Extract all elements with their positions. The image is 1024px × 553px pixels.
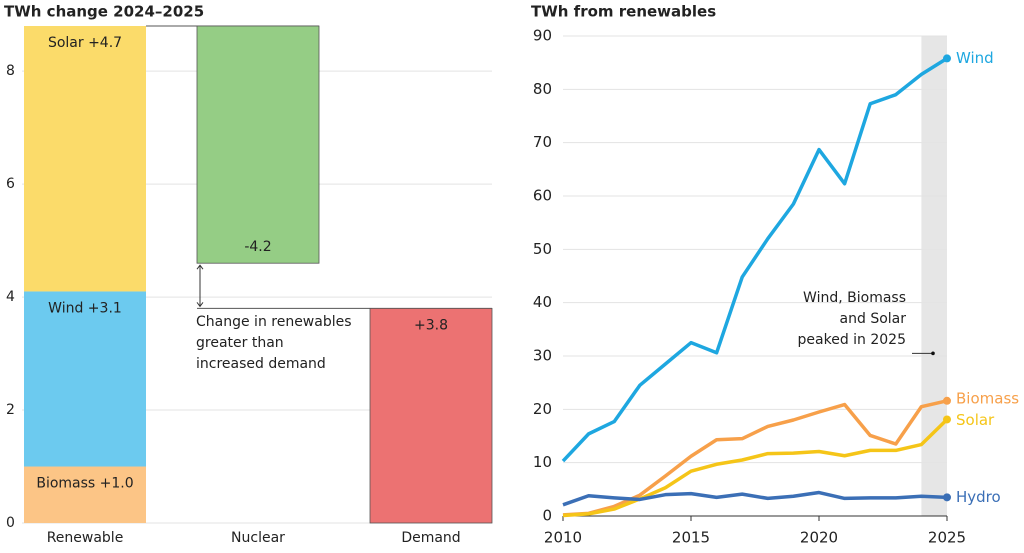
end-dot xyxy=(943,54,951,63)
y-tick-label: 6 xyxy=(6,176,15,192)
line xyxy=(562,399,948,517)
y-tick-label: 60 xyxy=(533,187,552,205)
y-tick-label: 0 xyxy=(6,515,15,531)
y-tick-label: 70 xyxy=(533,133,552,151)
annotation: and Solar xyxy=(840,311,907,327)
y-tick-label: 10 xyxy=(533,453,552,471)
y-tick-label: 30 xyxy=(533,347,552,365)
x-tick-label: 2015 xyxy=(672,529,710,547)
series-label: Solar xyxy=(956,411,995,429)
bar-label: +3.8 xyxy=(414,317,448,333)
end-dot xyxy=(943,396,951,405)
x-tick-label: 2025 xyxy=(928,529,966,547)
y-tick-label: 0 xyxy=(542,507,552,525)
bar-segment xyxy=(24,466,146,523)
y-tick-label: 8 xyxy=(6,63,15,79)
line xyxy=(562,418,949,518)
y-tick-label: 50 xyxy=(533,240,552,258)
series-label: Hydro xyxy=(956,488,1001,506)
annotation: Wind, Biomass xyxy=(803,290,906,306)
series-label: Wind xyxy=(956,49,994,67)
y-tick-label: 80 xyxy=(533,80,552,98)
annotation: Change in renewables xyxy=(196,314,352,330)
y-tick-label: 40 xyxy=(533,293,552,311)
end-dot xyxy=(943,415,951,424)
arrow-head xyxy=(196,264,204,308)
y-tick-label: 20 xyxy=(533,400,552,418)
series-label: Biomass xyxy=(956,389,1019,407)
chart-title: TWh change 2024–2025 xyxy=(4,3,204,21)
x-tick-label: Demand xyxy=(401,530,460,546)
highlight-band xyxy=(921,36,947,516)
x-tick-label: Nuclear xyxy=(231,530,285,546)
bar-label: Wind +3.1 xyxy=(48,300,122,316)
bar-segment xyxy=(24,26,146,292)
y-tick-label: 2 xyxy=(6,402,15,418)
y-tick-label: 4 xyxy=(6,289,15,305)
annotation: peaked in 2025 xyxy=(798,332,906,348)
bar-segment xyxy=(24,291,146,467)
line xyxy=(561,56,948,463)
x-tick-label: 2010 xyxy=(544,529,582,547)
end-dot xyxy=(943,493,951,502)
x-tick-label: Renewable xyxy=(47,530,124,546)
annotation: increased demand xyxy=(196,356,326,372)
bar-label: Biomass +1.0 xyxy=(36,476,133,492)
bar-label: Solar +4.7 xyxy=(48,35,122,51)
annotation: greater than xyxy=(196,335,284,351)
y-tick-label: 90 xyxy=(533,27,552,45)
x-tick-label: 2020 xyxy=(800,529,838,547)
line xyxy=(562,490,948,507)
bar xyxy=(196,25,320,264)
bar xyxy=(369,307,493,524)
bar-label: -4.2 xyxy=(244,239,271,255)
chart-title: TWh from renewables xyxy=(531,3,716,21)
annotation-dot xyxy=(931,351,935,356)
